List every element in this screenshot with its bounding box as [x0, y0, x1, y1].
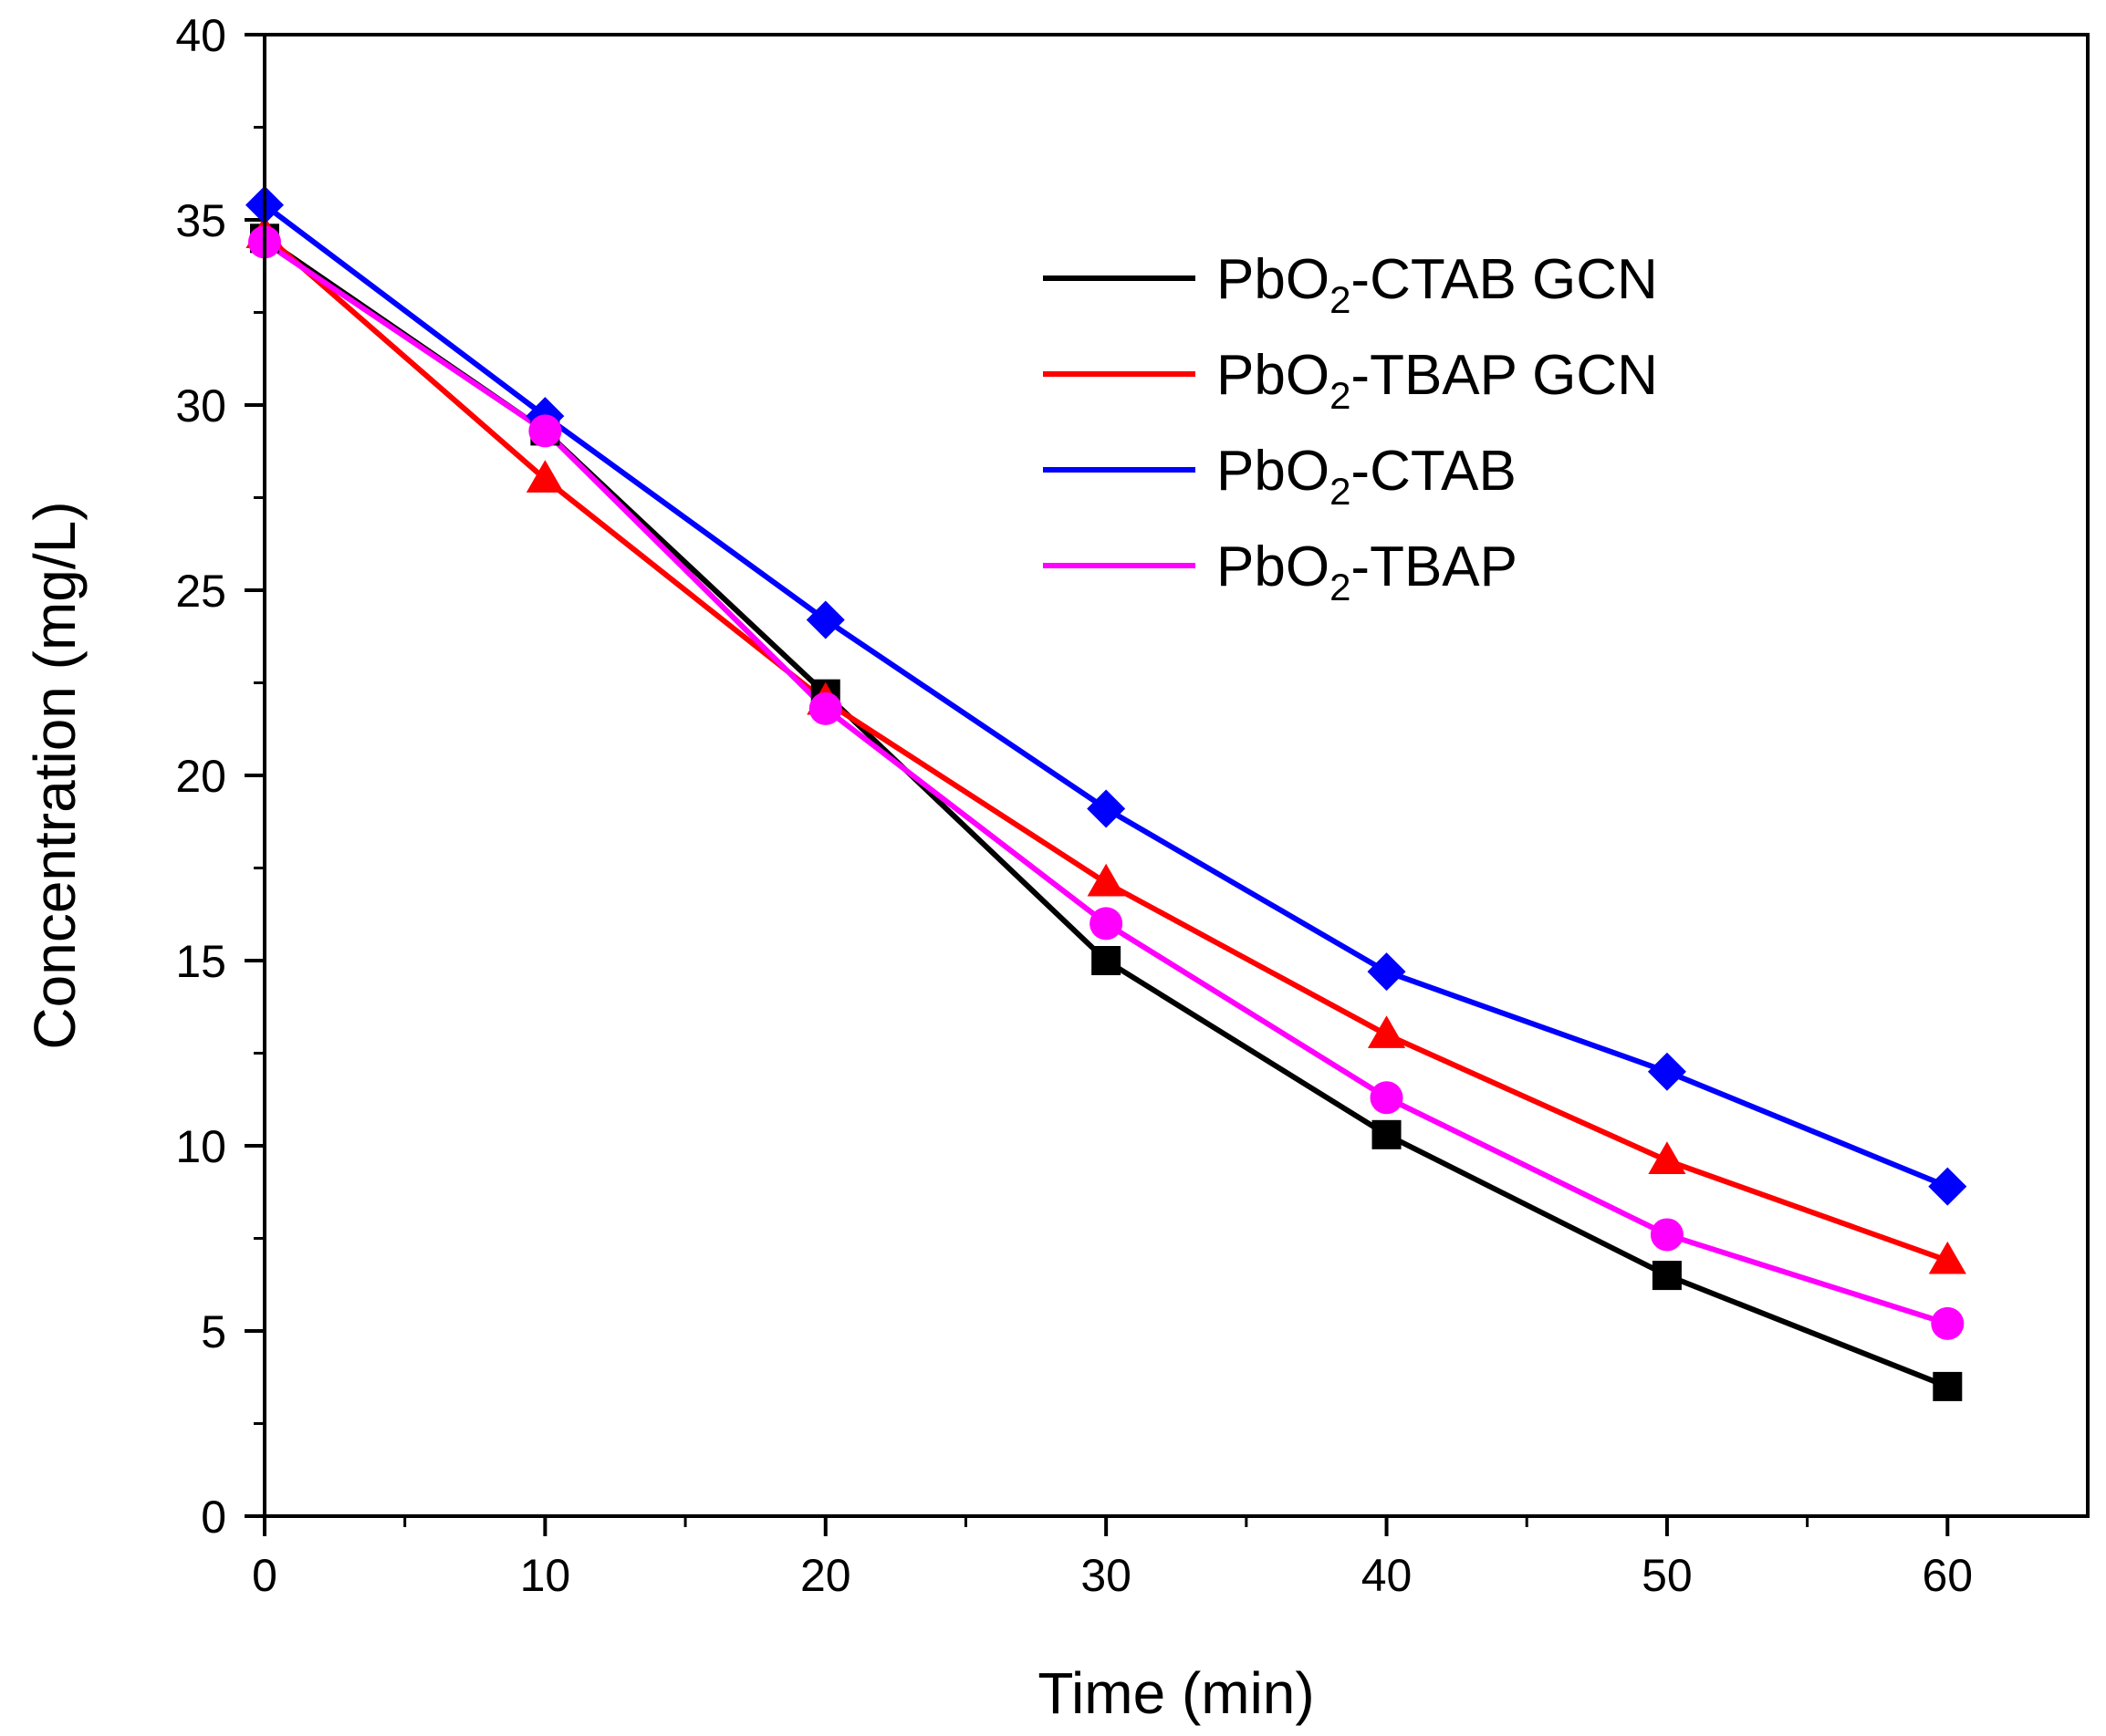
y-tick-label: 0: [201, 1492, 226, 1543]
series-line-3: [263, 239, 1949, 1326]
data-point: [808, 691, 842, 725]
y-tick-label: 40: [175, 10, 226, 61]
data-point: [528, 414, 562, 448]
data-point: [806, 600, 845, 639]
y-tick-label: 20: [175, 751, 226, 802]
legend: PbO2-CTAB GCN PbO2-TBAP GCN PbO2-CTAB PbO2-…: [1043, 248, 1658, 608]
series-markers: [245, 185, 1967, 1401]
legend-label-2: PbO2-CTAB: [1216, 440, 1517, 513]
data-point: [1371, 1119, 1402, 1149]
data-point: [1087, 863, 1125, 897]
x-axis-title: Time (min): [1037, 1660, 1314, 1726]
data-point: [1652, 1261, 1682, 1291]
data-point: [1933, 1371, 1963, 1401]
data-point: [1367, 1015, 1406, 1048]
legend-label-1: PbO2-TBAP GCN: [1216, 344, 1658, 417]
data-point: [1931, 1306, 1965, 1340]
legend-label-0: PbO2-CTAB GCN: [1216, 248, 1658, 321]
data-point: [1648, 1141, 1686, 1174]
y-tick-label: 10: [175, 1121, 226, 1172]
y-tick-label: 5: [201, 1306, 226, 1357]
data-point: [1928, 1167, 1967, 1206]
data-point: [526, 460, 564, 493]
data-point: [1928, 1241, 1966, 1274]
data-point: [1370, 1081, 1403, 1115]
y-axis-title: Concentration (mg/L): [22, 501, 88, 1049]
x-tick-label: 30: [1080, 1550, 1131, 1601]
series-line-2: [263, 203, 1949, 1190]
x-tick-label: 50: [1642, 1550, 1693, 1601]
y-tick-label: 35: [175, 195, 226, 246]
x-tick-label: 0: [252, 1550, 277, 1601]
x-tick-label: 40: [1361, 1550, 1413, 1601]
data-point: [1091, 946, 1121, 975]
data-point: [1647, 1052, 1686, 1091]
data-point: [1087, 789, 1126, 828]
x-tick-label: 10: [520, 1550, 571, 1601]
data-point: [1650, 1218, 1684, 1252]
x-tick-label: 60: [1922, 1550, 1973, 1601]
x-tick-label: 20: [800, 1550, 851, 1601]
plot-frame: [263, 33, 2090, 1518]
data-point: [1089, 907, 1123, 941]
legend-label-3: PbO2-TBAP: [1216, 535, 1517, 608]
y-tick-label: 15: [175, 936, 226, 987]
data-point: [1367, 952, 1406, 992]
y-axis-ticks: 0 5 10 15 20 25 30 35 40: [175, 10, 265, 1543]
series-line-1: [263, 232, 1949, 1263]
x-axis-ticks: 0 10 20 30 40 50 60: [252, 1516, 1973, 1601]
y-tick-label: 30: [175, 380, 226, 431]
y-tick-label: 25: [175, 566, 226, 617]
